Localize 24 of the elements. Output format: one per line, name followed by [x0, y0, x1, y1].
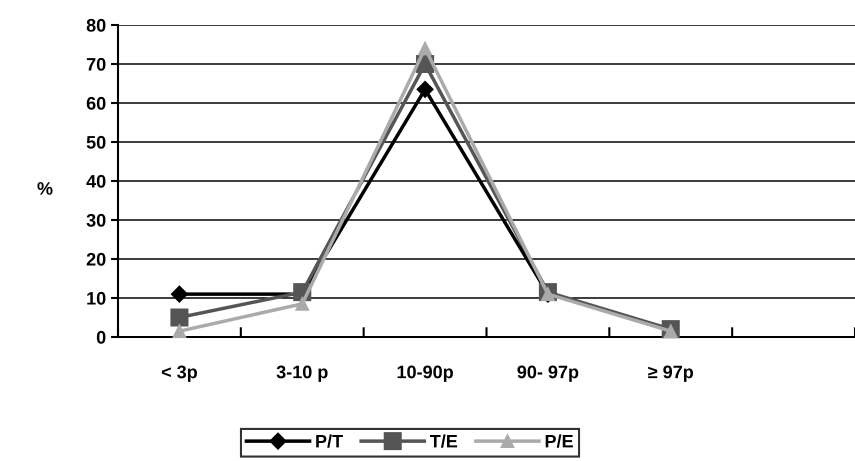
x-tick-label: 10-90p — [398, 366, 453, 382]
point — [295, 296, 310, 311]
y-tick-label: 70 — [86, 58, 106, 71]
y-tick-label: 60 — [86, 96, 106, 110]
y-tick-label: 30 — [86, 214, 106, 227]
x-tick-label: < 3p — [162, 366, 197, 382]
point — [170, 308, 188, 327]
y-tick-label: 40 — [86, 174, 106, 188]
x-tick-label: ≥ 97p — [648, 366, 694, 382]
y-tick-label: 20 — [86, 252, 106, 266]
point — [172, 324, 186, 338]
y-tick-label: 50 — [86, 136, 106, 149]
legend-label: P/E — [546, 434, 573, 448]
y-tick-label: 10 — [87, 292, 106, 305]
legend-label: T/E — [430, 434, 458, 448]
y-axis-title: % — [37, 182, 53, 195]
point — [416, 80, 434, 98]
point — [170, 286, 188, 303]
point — [418, 41, 432, 56]
x-tick-label: 3-10 p — [276, 366, 328, 382]
y-tick-label: 0 — [96, 330, 106, 344]
y-tick-label: 80 — [86, 18, 106, 32]
x-tick-label: 90- 97p — [517, 366, 578, 382]
legend-label: P/T — [316, 434, 343, 448]
